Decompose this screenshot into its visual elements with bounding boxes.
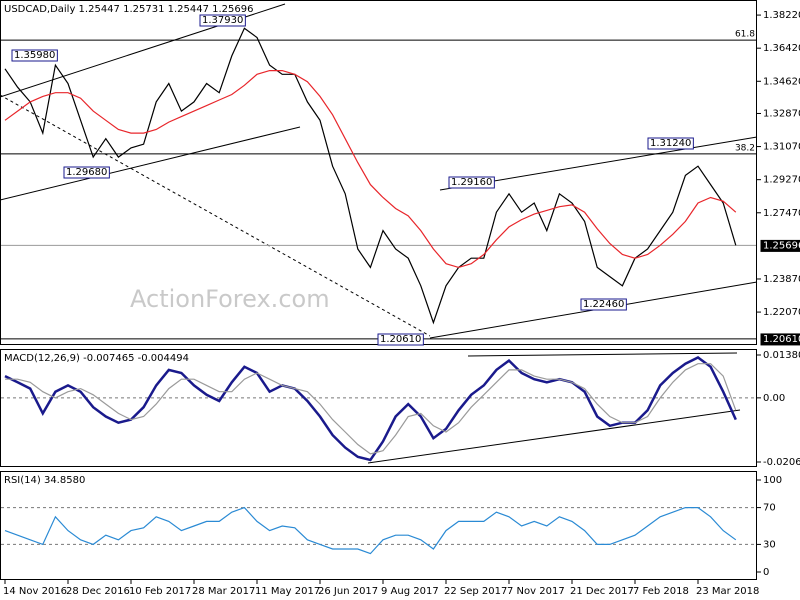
x-tick-label: 22 Sep 2017 <box>444 586 507 597</box>
x-tick-label: 23 Mar 2018 <box>696 586 759 597</box>
label-box <box>199 14 246 27</box>
y-tick-label: 1.34620 <box>763 76 800 87</box>
highlight-label: 1.20610 <box>763 334 800 345</box>
y-tick-label: 70 <box>763 503 776 514</box>
x-tick-label: 26 Jun 2017 <box>318 586 378 597</box>
trend-line <box>367 409 741 464</box>
fib-label: 61.8 <box>735 30 755 40</box>
label-box <box>63 166 110 179</box>
y-tick-label: 1.32870 <box>763 108 800 119</box>
series-line <box>4 356 737 462</box>
rsi-title: RSI(14) 34.8580 <box>4 475 85 486</box>
x-tick-label: 21 Dec 2017 <box>570 586 634 597</box>
fib-label: 38.2 <box>735 143 755 153</box>
series-line <box>4 27 737 325</box>
price-annotation: 1.22460 <box>583 299 624 310</box>
y-tick-label: 0.00 <box>763 393 785 404</box>
trend-line <box>0 94 431 337</box>
series-line <box>5 363 737 455</box>
y-tick-label: 1.22070 <box>763 307 800 318</box>
x-tick-label: 14 Nov 2016 <box>3 586 67 597</box>
rsi-frame <box>0 471 757 580</box>
x-tick-label: 11 May 2017 <box>255 586 320 597</box>
y-tick-label: 30 <box>763 539 776 550</box>
x-tick-label: 7 Nov 2017 <box>507 586 565 597</box>
chart-title: USDCAD,Daily 1.25447 1.25731 1.25447 1.2… <box>4 4 254 15</box>
x-tick-label: 28 Dec 2016 <box>66 586 130 597</box>
y-tick-label: 1.36420 <box>763 43 800 54</box>
price-annotation: 1.29680 <box>66 167 107 178</box>
price-annotation: 1.37930 <box>202 15 243 26</box>
y-tick-label: 100 <box>763 475 782 486</box>
label-box <box>647 137 694 150</box>
y-tick-label: 1.31070 <box>763 142 800 153</box>
label-box <box>448 176 495 189</box>
label-box <box>760 333 800 346</box>
label-box <box>377 333 424 346</box>
x-tick-label: 28 Mar 2017 <box>192 586 255 597</box>
series-line <box>4 70 737 269</box>
price-annotation: 1.31240 <box>650 138 691 149</box>
x-tick-label: 7 Feb 2018 <box>633 586 689 597</box>
x-tick-label: 10 Feb 2017 <box>129 586 191 597</box>
label-box <box>580 298 627 311</box>
y-tick-label: -0.020648 <box>763 457 800 468</box>
y-tick-label: 1.29270 <box>763 175 800 186</box>
y-tick-label: 0 <box>763 567 769 578</box>
y-tick-label: 1.38220 <box>763 10 800 21</box>
trend-line <box>467 352 738 357</box>
macd-frame <box>0 349 757 467</box>
label-box <box>11 49 58 62</box>
highlight-label: 1.25696 <box>763 240 800 251</box>
y-tick-label: 1.27470 <box>763 208 800 219</box>
y-tick-label: 1.23870 <box>763 274 800 285</box>
macd-title: MACD(12,26,9) -0.007465 -0.004494 <box>4 353 189 364</box>
price-annotation: 1.29160 <box>451 177 492 188</box>
series-line <box>4 506 737 555</box>
y-tick-label: 0.013802 <box>763 350 800 361</box>
x-tick-label: 9 Aug 2017 <box>381 586 439 597</box>
price-annotation: 1.20610 <box>380 334 421 345</box>
label-box <box>760 239 800 252</box>
trend-line <box>0 126 301 201</box>
price-annotation: 1.35980 <box>14 50 55 61</box>
watermark: ActionForex.com <box>130 285 330 313</box>
